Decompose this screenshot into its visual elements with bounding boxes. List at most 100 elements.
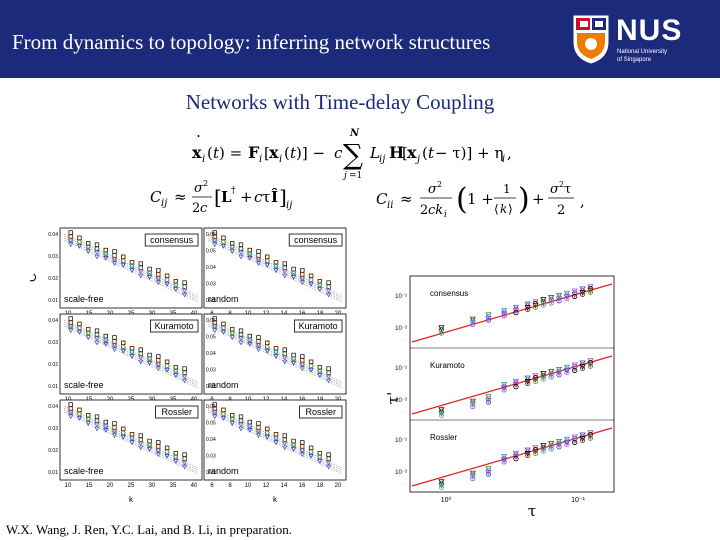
data-point — [111, 433, 118, 439]
data-point — [138, 265, 144, 270]
svg-text:L: L — [221, 188, 232, 206]
svg-text:2: 2 — [437, 180, 442, 189]
data-point — [238, 250, 244, 256]
logo-subtext: National University of Singapore — [617, 48, 667, 64]
citation: W.X. Wang, J. Ren, Y.C. Lai, and B. Li, … — [6, 522, 292, 537]
svg-text:Î: Î — [271, 188, 278, 206]
network-label: scale-free — [64, 466, 104, 476]
data-point — [579, 437, 586, 443]
xlabel-left: k — [129, 495, 134, 504]
xtick-label: 15 — [86, 483, 93, 489]
svg-text:C: C — [376, 190, 388, 208]
svg-text:˙: ˙ — [195, 133, 202, 150]
data-point — [120, 348, 126, 354]
svg-text:τ: τ — [564, 182, 571, 197]
svg-text:∑: ∑ — [343, 138, 363, 171]
data-point — [138, 269, 144, 275]
data-point — [146, 361, 153, 366]
ytick-label: 10⁻¹ — [395, 438, 407, 444]
tau-panel: Rossler 10⁻¹ 10⁻² — [395, 419, 614, 490]
ytick-label: 0.03 — [48, 254, 58, 260]
data-point — [299, 448, 305, 454]
network-label: random — [208, 380, 239, 390]
ylabel-tau-prime: τ' — [384, 392, 402, 404]
svg-text:H: H — [389, 143, 404, 162]
data-point — [85, 417, 91, 423]
data-point — [164, 449, 170, 455]
data-point — [564, 295, 570, 302]
data-point — [155, 280, 161, 286]
data-point — [255, 343, 262, 349]
ytick-label: 0.05 — [206, 249, 216, 255]
data-point — [94, 250, 100, 256]
data-point — [229, 331, 235, 337]
svg-text:i: i — [502, 154, 505, 165]
data-point — [317, 287, 323, 292]
data-point — [173, 369, 179, 374]
xlabel-right: k — [273, 495, 278, 504]
svg-text:(: ( — [207, 144, 213, 162]
data-point — [111, 429, 118, 435]
data-point — [173, 283, 179, 288]
ytick-label: 0.03 — [206, 454, 216, 460]
data-point — [229, 417, 235, 423]
data-point — [501, 387, 507, 393]
data-point — [548, 300, 554, 306]
data-point — [138, 359, 144, 365]
slide-subtitle: Networks with Time-delay Coupling — [185, 90, 495, 114]
scatter-panel: 0.060.050.040.030.0268101214161820consen… — [203, 227, 347, 317]
xtick-label: 10 — [65, 483, 72, 489]
svg-text:,: , — [507, 144, 512, 162]
data-point — [94, 422, 100, 428]
xtick-label: 10⁻¹ — [571, 497, 585, 504]
data-point — [238, 254, 244, 260]
svg-text:j: j — [342, 171, 347, 180]
svg-text:c: c — [200, 201, 208, 216]
data-point — [146, 357, 153, 362]
data-point — [438, 412, 445, 418]
ytick-label: 0.04 — [48, 232, 58, 238]
ytick-label: 0.03 — [206, 282, 216, 288]
data-point — [146, 271, 153, 276]
svg-text:i: i — [444, 210, 447, 220]
data-point — [120, 434, 126, 440]
data-point — [164, 367, 170, 373]
data-point — [299, 276, 305, 282]
data-point — [556, 444, 562, 450]
data-point — [220, 415, 227, 421]
data-point — [485, 399, 492, 405]
data-point — [247, 252, 253, 257]
data-point — [220, 243, 227, 249]
data-point — [265, 344, 270, 350]
data-point — [85, 245, 91, 251]
xlabel-tau: τ — [528, 502, 536, 520]
data-point — [326, 460, 332, 466]
data-point — [255, 433, 262, 439]
data-point — [238, 336, 244, 342]
svg-text:i: i — [202, 154, 205, 165]
data-point — [121, 258, 126, 264]
data-point — [76, 243, 83, 249]
plot-frame — [409, 275, 615, 493]
data-point — [317, 283, 323, 288]
data-point — [501, 459, 507, 465]
slide-header: From dynamics to topology: inferring net… — [0, 0, 720, 78]
data-point — [556, 372, 562, 378]
data-point — [182, 370, 187, 375]
ytick-label: 0.04 — [48, 404, 58, 410]
data-point — [77, 411, 82, 417]
ytick-label: 0.04 — [48, 318, 58, 324]
data-point — [273, 350, 279, 355]
data-point — [85, 421, 91, 427]
data-point — [182, 460, 188, 466]
data-point — [155, 448, 161, 454]
data-point — [290, 275, 297, 280]
data-point — [77, 325, 82, 331]
ytick-label: 0.01 — [48, 384, 58, 390]
svg-text:1: 1 — [503, 182, 511, 196]
reference-line — [411, 283, 613, 343]
data-point — [317, 459, 323, 464]
data-point — [129, 350, 135, 355]
data-point — [138, 437, 144, 442]
data-point — [290, 271, 297, 276]
